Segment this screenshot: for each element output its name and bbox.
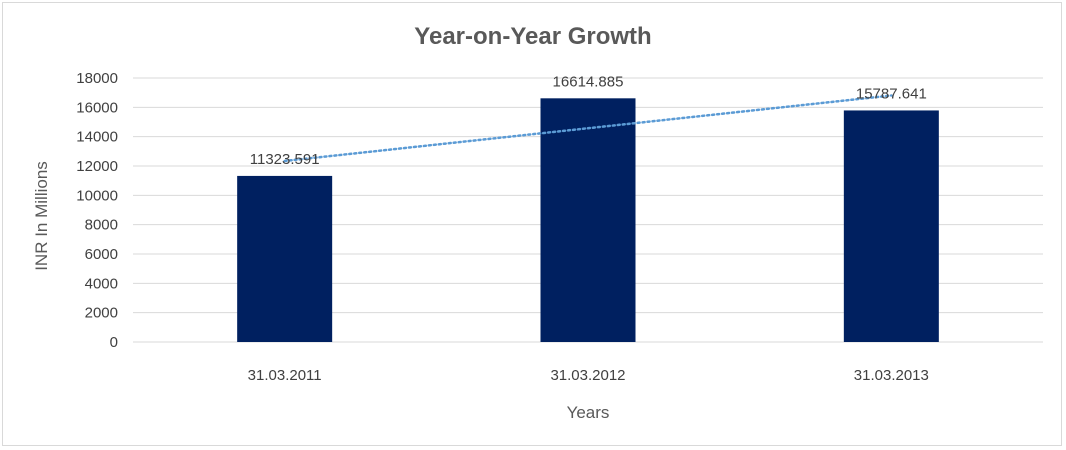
x-axis-ticks: 31.03.2011 31.03.2012 31.03.2013 xyxy=(248,367,929,384)
trendline xyxy=(283,94,893,163)
data-label: 15787.641 xyxy=(856,85,927,102)
y-tick-label: 8000 xyxy=(85,217,118,234)
y-tick-label: 4000 xyxy=(85,275,118,292)
y-tick-label: 6000 xyxy=(85,246,118,263)
x-tick-label: 31.03.2011 xyxy=(248,367,322,384)
x-tick-label: 31.03.2012 xyxy=(550,367,625,384)
bar xyxy=(237,175,333,342)
bar xyxy=(843,110,939,342)
y-tick-label: 14000 xyxy=(76,129,118,146)
y-tick-label: 10000 xyxy=(76,187,118,204)
data-labels: 11323.591 16614.885 15787.641 xyxy=(250,73,927,168)
x-tick-label: 31.03.2013 xyxy=(854,367,929,384)
x-axis-title: Years xyxy=(567,403,610,422)
y-axis-ticks: 0 2000 4000 6000 8000 10000 12000 14000 16000 180… xyxy=(76,70,118,351)
y-tick-label: 12000 xyxy=(76,158,118,175)
bars xyxy=(237,98,939,342)
y-axis-title: INR In Millions xyxy=(32,161,51,271)
trendline-path xyxy=(283,94,893,163)
chart-title: Year-on-Year Growth xyxy=(414,23,651,50)
data-label: 16614.885 xyxy=(553,73,624,90)
data-label: 11323.591 xyxy=(250,151,320,168)
bar xyxy=(540,98,636,342)
y-tick-label: 0 xyxy=(110,334,118,351)
y-tick-label: 16000 xyxy=(76,99,118,116)
y-tick-label: 18000 xyxy=(76,70,118,87)
y-tick-label: 2000 xyxy=(85,305,118,322)
